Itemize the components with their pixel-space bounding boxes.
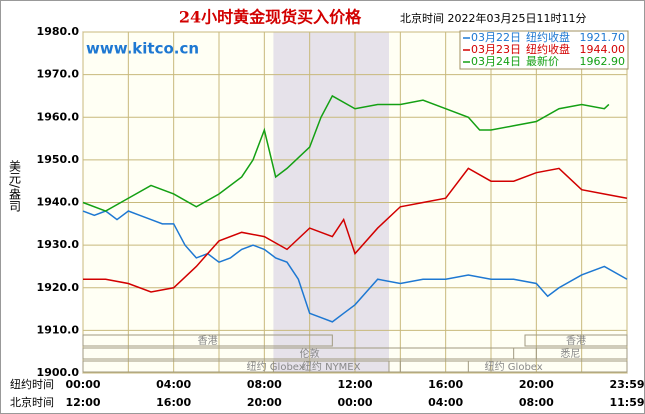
y-tick-label: 1940.0 [37,196,80,209]
y-tick-label: 1980.0 [37,25,80,38]
session-label: 香港 [566,335,586,347]
y-axis-label: 美元/盎司 [8,160,22,212]
session-bar [82,334,333,347]
watermark: www.kitco.cn [86,40,199,58]
x2-tick-label: 20:00 [247,396,282,409]
x2-tick-label: 11:59 [609,396,644,409]
x2-tick-label: 12:00 [65,396,100,409]
series-line [83,167,628,293]
legend-value: 1962.90 [580,55,626,68]
y-tick-label: 1970.0 [37,68,80,81]
x-tick-label: 23:59 [609,378,644,391]
x-tick-label: 04:00 [156,378,191,391]
x-tick-label: 12:00 [337,378,372,391]
legend-value: 1944.00 [580,43,626,56]
legend-value: 1921.70 [580,31,626,44]
chart-title: 24小时黄金现货买入价格 [179,8,362,27]
y-tick-label: 1920.0 [37,281,80,294]
x-tick-label: 00:00 [65,378,100,391]
session-bar [82,360,469,373]
x-tick-label: 16:00 [428,378,463,391]
x2-tick-label: 16:00 [156,396,191,409]
series-line [82,94,610,212]
session-bar [513,347,628,360]
legend-label: 纽约收盘 [526,42,570,56]
session-label: 纽约 Globex [247,360,305,373]
legend-label: 纽约收盘 [526,30,570,44]
session-label: 伦敦 [300,347,320,360]
x2-tick-label: 00:00 [337,396,372,409]
y-tick-label: 1960.0 [37,110,80,123]
legend-label: 最新价 [526,54,559,68]
x2-tick-label: 08:00 [519,396,554,409]
x-tick-label: 08:00 [247,378,282,391]
session-label: 香港 [198,335,218,347]
y-tick-label: 1910.0 [37,323,80,336]
session-label: 纽约 NYMEX [302,360,361,373]
series-line [82,210,628,323]
legend-name: 03月22日 [471,31,521,44]
y-tick-label: 1900.0 [37,366,80,379]
session-bar [82,347,537,360]
legend-name: 03月24日 [471,55,521,68]
legend-box [459,30,629,70]
x-tick-label: 20:00 [519,378,554,391]
x2-row-label: 北京时间 [10,395,54,409]
y-tick-label: 1930.0 [37,238,80,251]
session-bar [524,334,628,347]
x-row-label: 纽约时间 [10,377,54,391]
session-label: 悉尼 [560,348,580,360]
session-bar [399,360,628,373]
y-tick-label: 1950.0 [37,153,80,166]
legend-name: 03月23日 [471,43,521,56]
subtitle: 北京时间 2022年03月25日11时11分 [400,11,586,25]
session-label: 纽约 Globex [485,360,543,373]
x2-tick-label: 04:00 [428,396,463,409]
